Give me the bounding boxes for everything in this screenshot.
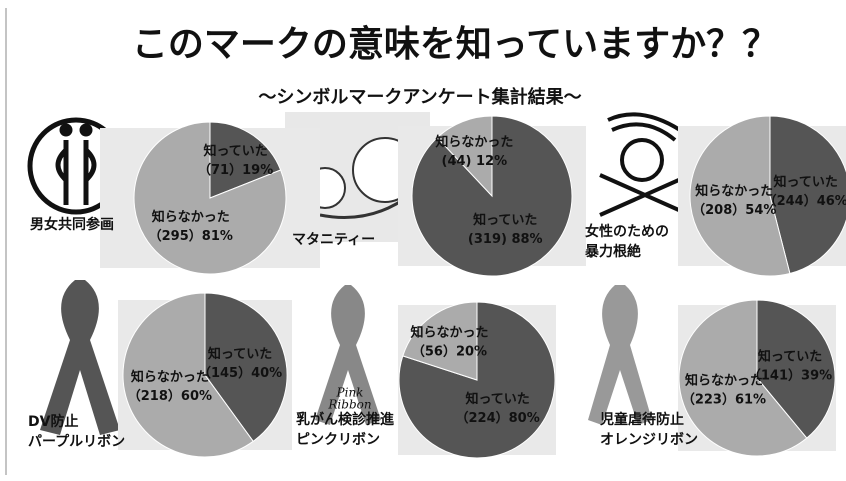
chart-title: 暴力根絶: [584, 243, 641, 260]
slice-value-label: （218）60%: [128, 388, 212, 404]
slice-value-label: （71）19%: [198, 162, 273, 178]
chart-title: 児童虐待防止: [599, 411, 684, 428]
slice-value-label: (319) 88%: [468, 232, 543, 247]
slice-category: 知らなかった: [695, 183, 773, 199]
slice-category: 知らなかった: [131, 369, 209, 385]
slice-category: 知っていた: [774, 174, 838, 190]
slice-category: 知らなかった: [410, 325, 488, 341]
main-title: このマークの意味を知っていますか？？: [132, 24, 778, 65]
orange-ribbon: [588, 285, 652, 425]
slice-category: 知っていた: [203, 143, 267, 159]
slice-category: 知らなかった: [435, 134, 513, 150]
pie-slice: [204, 292, 288, 443]
chart-title: マタニティー: [292, 232, 375, 248]
slice-value-label: （145）40%: [198, 365, 282, 381]
slice-category: 知らなかった: [152, 209, 230, 225]
slice-value-label: （244）46%: [764, 193, 846, 209]
chart-title: オレンジリボン: [600, 432, 698, 448]
svg-text:Pink: Pink: [336, 386, 364, 400]
pie-slice: [122, 292, 254, 458]
slice-value-label: （208）54%: [692, 202, 776, 218]
slice-value-label: （223）61%: [682, 391, 766, 407]
slice-category: 知っていた: [758, 349, 822, 365]
purple-ribbon: [40, 280, 120, 435]
slice-category: 知っていた: [465, 391, 529, 407]
chart-title: 女性のための: [585, 223, 669, 240]
pie-slice: [769, 115, 846, 275]
slice-value-label: （141）39%: [748, 368, 832, 384]
slice-category: 知っていた: [473, 212, 537, 228]
slice-value-label: （56）20%: [412, 344, 487, 360]
chart-title: 乳がん検診推進: [296, 411, 394, 428]
chart-title: ピンクリボン: [296, 432, 380, 448]
pie-slice: [756, 299, 836, 439]
subtitle: ～シンボルマークアンケート集計結果～: [258, 86, 581, 108]
slice-value-label: (44) 12%: [442, 154, 508, 169]
pie-slice: [402, 301, 478, 381]
pie-slice: [436, 115, 493, 198]
slice-value-label: （295）81%: [149, 228, 233, 244]
chart-title: 男女共同参画: [30, 216, 114, 233]
pie-slice: [133, 121, 287, 275]
pie-slice: [689, 115, 791, 277]
slice-category: 知っていた: [208, 346, 272, 362]
svg-text:Ribbon: Ribbon: [327, 398, 371, 412]
violence-icon: [599, 112, 691, 217]
pie-slice: [678, 299, 808, 457]
pie-slice: [209, 121, 282, 199]
slice-value-label: （224）80%: [455, 410, 539, 426]
slice-category: 知らなかった: [685, 372, 763, 388]
chart-title: DV防止: [28, 413, 78, 430]
pink-ribbon: Pink Ribbon: [315, 285, 381, 425]
chart-title: パープルリボン: [28, 434, 125, 450]
